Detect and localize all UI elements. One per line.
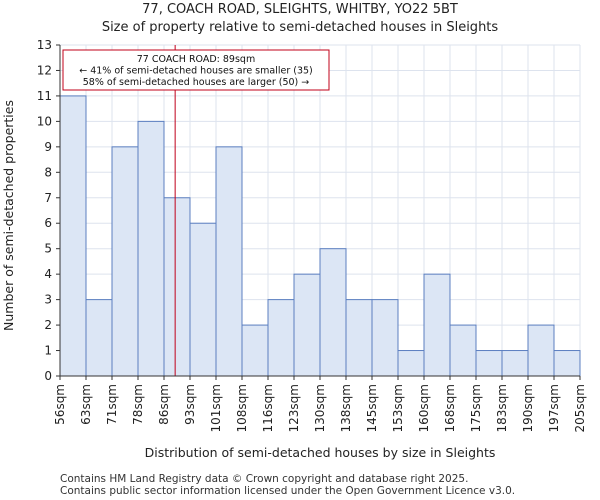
y-tick-label: 7 — [44, 191, 52, 205]
x-tick-label: 108sqm — [235, 384, 249, 432]
y-tick-label: 12 — [37, 63, 52, 77]
bar — [111, 146, 139, 377]
chart-title: 77, COACH ROAD, SLEIGHTS, WHITBY, YO22 5… — [142, 2, 458, 17]
y-tick-label: 2 — [44, 318, 52, 332]
x-tick-label: 101sqm — [209, 384, 223, 432]
bar — [241, 324, 269, 377]
x-tick-label: 190sqm — [521, 384, 535, 432]
x-tick-label: 71sqm — [105, 384, 119, 425]
bar — [527, 324, 555, 377]
bar — [319, 248, 347, 377]
y-tick-label: 11 — [37, 89, 52, 103]
bar — [345, 299, 373, 377]
bar — [215, 146, 243, 377]
y-tick-label: 6 — [44, 216, 52, 230]
x-tick-label: 86sqm — [157, 384, 171, 425]
y-axis-title: Number of semi-detached properties — [1, 100, 16, 331]
x-tick-label: 78sqm — [131, 384, 145, 425]
x-tick-label: 205sqm — [573, 384, 587, 432]
bar — [137, 120, 165, 377]
annotation-line: ← 41% of semi-detached houses are smalle… — [79, 66, 313, 77]
bar — [475, 350, 503, 377]
x-tick-label: 63sqm — [79, 384, 93, 425]
y-tick-label: 3 — [44, 293, 52, 307]
bar — [397, 350, 425, 377]
chart-subtitle: Size of property relative to semi-detach… — [101, 20, 499, 35]
bar — [293, 273, 321, 377]
x-tick-label: 183sqm — [495, 384, 509, 432]
annotation: 77 COACH ROAD: 89sqm← 41% of semi-detach… — [62, 49, 330, 91]
bar — [371, 299, 399, 377]
y-tick-label: 5 — [44, 242, 52, 256]
annotation-line: 77 COACH ROAD: 89sqm — [137, 54, 255, 65]
x-tick-label: 175sqm — [469, 384, 483, 432]
y-tick-label: 0 — [44, 369, 52, 383]
bar — [189, 222, 217, 377]
x-tick-label: 93sqm — [183, 384, 197, 425]
x-tick-label: 56sqm — [53, 384, 67, 425]
annotation-box — [62, 49, 330, 91]
bar — [423, 273, 451, 377]
x-tick-label: 197sqm — [547, 384, 561, 432]
bar — [501, 350, 529, 377]
footer-line-1: Contains HM Land Registry data © Crown c… — [60, 473, 469, 485]
x-tick-label: 145sqm — [365, 384, 379, 432]
x-tick-label: 160sqm — [417, 384, 431, 432]
x-tick-label: 168sqm — [443, 384, 457, 432]
bar — [553, 350, 581, 377]
x-tick-label: 138sqm — [339, 384, 353, 432]
x-tick-label: 123sqm — [287, 384, 301, 432]
x-tick-label: 130sqm — [313, 384, 327, 432]
y-tick-label: 4 — [44, 267, 52, 281]
x-tick-label: 153sqm — [391, 384, 405, 432]
x-axis-title: Distribution of semi-detached houses by … — [145, 445, 496, 460]
bar — [163, 197, 191, 377]
y-tick-label: 10 — [37, 114, 52, 128]
y-tick-label: 1 — [44, 344, 52, 358]
bar — [449, 324, 477, 377]
y-tick-label: 13 — [37, 38, 52, 52]
x-tick-label: 116sqm — [261, 384, 275, 432]
footer-line-2: Contains public sector information licen… — [60, 485, 516, 497]
bar — [85, 299, 113, 377]
bars — [59, 95, 581, 377]
bar — [59, 95, 87, 377]
annotation-line: 58% of semi-detached houses are larger (… — [83, 77, 310, 88]
bar — [267, 299, 295, 377]
y-tick-label: 8 — [44, 165, 52, 179]
y-tick-label: 9 — [44, 140, 52, 154]
